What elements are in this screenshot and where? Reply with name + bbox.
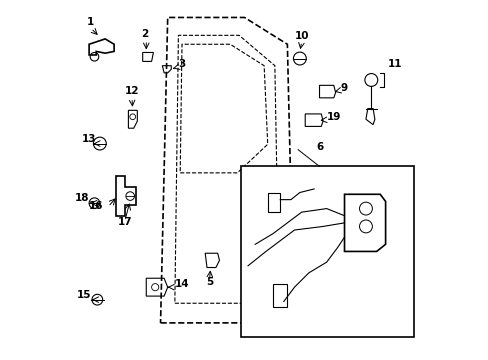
Text: 9: 9 [340,83,347,93]
Text: 1: 1 [87,17,94,27]
Text: 12: 12 [124,86,139,96]
Text: 15: 15 [76,290,91,300]
Text: 14: 14 [175,279,189,289]
Text: 17: 17 [117,217,132,227]
Text: 11: 11 [386,59,401,69]
Text: 5: 5 [205,278,213,287]
Text: 8: 8 [276,319,283,328]
Text: 2: 2 [141,29,148,39]
Text: 18: 18 [75,193,89,203]
Text: 10: 10 [294,31,308,41]
Text: 4: 4 [256,195,264,205]
Text: 6: 6 [315,141,323,152]
Bar [272,284,287,307]
Text: 3: 3 [178,59,185,69]
Bar [241,166,413,337]
Text: 19: 19 [326,112,340,122]
Bar [267,193,280,212]
Text: 13: 13 [81,134,96,144]
Text: 7: 7 [390,190,397,200]
Text: 16: 16 [89,201,103,211]
